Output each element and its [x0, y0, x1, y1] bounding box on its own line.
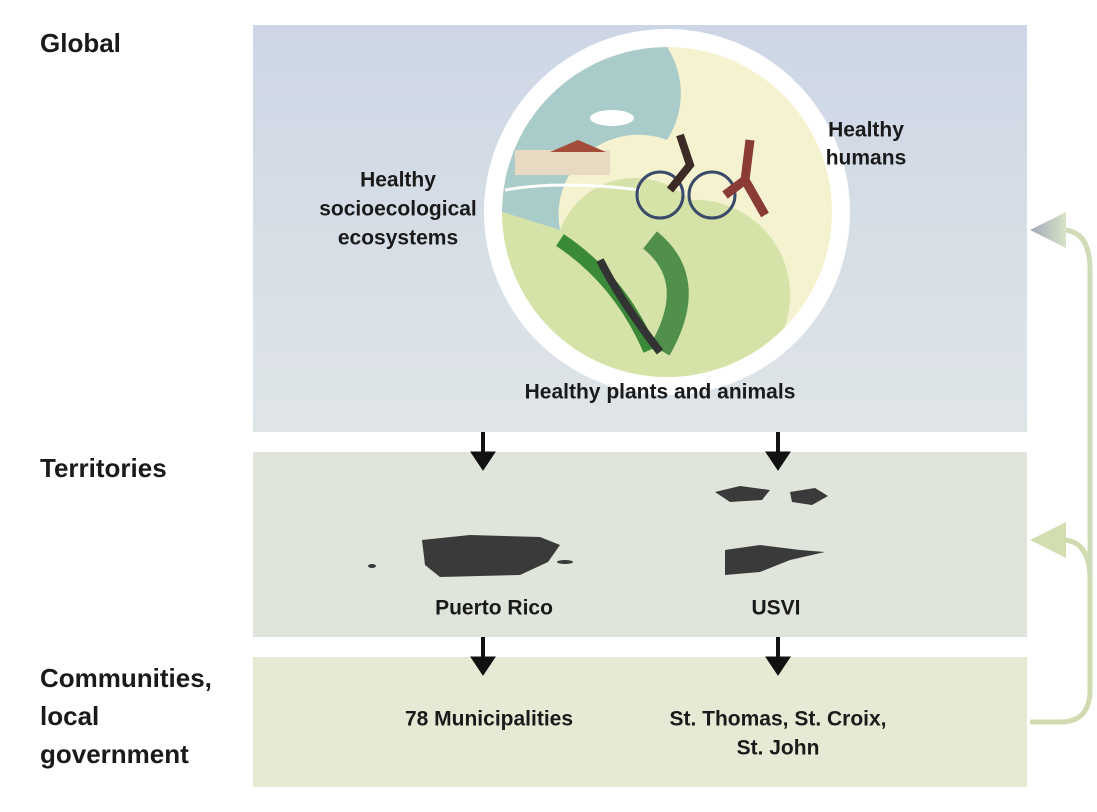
- level-label: Global: [40, 28, 121, 58]
- arrows: [470, 432, 791, 676]
- health-label: Healthy: [828, 119, 904, 142]
- level-label: Communities,: [40, 663, 212, 693]
- community-label: St. Thomas, St. Croix,: [669, 708, 886, 731]
- puerto-rico-map: [422, 535, 560, 577]
- level-label: government: [40, 739, 189, 769]
- territory-label: Puerto Rico: [435, 597, 553, 620]
- health-label: humans: [826, 147, 907, 170]
- st-john-map: [790, 488, 828, 505]
- feedback-arrows: [1030, 212, 1093, 725]
- health-label: ecosystems: [338, 227, 458, 250]
- island: [557, 560, 573, 564]
- maps: [368, 486, 828, 577]
- island: [368, 564, 376, 568]
- health-label: socioecological: [319, 198, 477, 221]
- st-croix-map: [725, 545, 825, 575]
- territories-panel: [253, 452, 1027, 637]
- community-label: 78 Municipalities: [405, 708, 573, 731]
- health-label: Healthy: [360, 169, 436, 192]
- communities-panel: [253, 657, 1027, 787]
- level-label: local: [40, 701, 99, 731]
- community-label: St. John: [737, 737, 820, 760]
- level-label: Territories: [40, 453, 167, 483]
- st-thomas-map: [715, 486, 770, 502]
- one-health-illustration: [484, 29, 850, 395]
- health-label: Healthy plants and animals: [525, 381, 796, 404]
- territory-label: USVI: [751, 597, 800, 620]
